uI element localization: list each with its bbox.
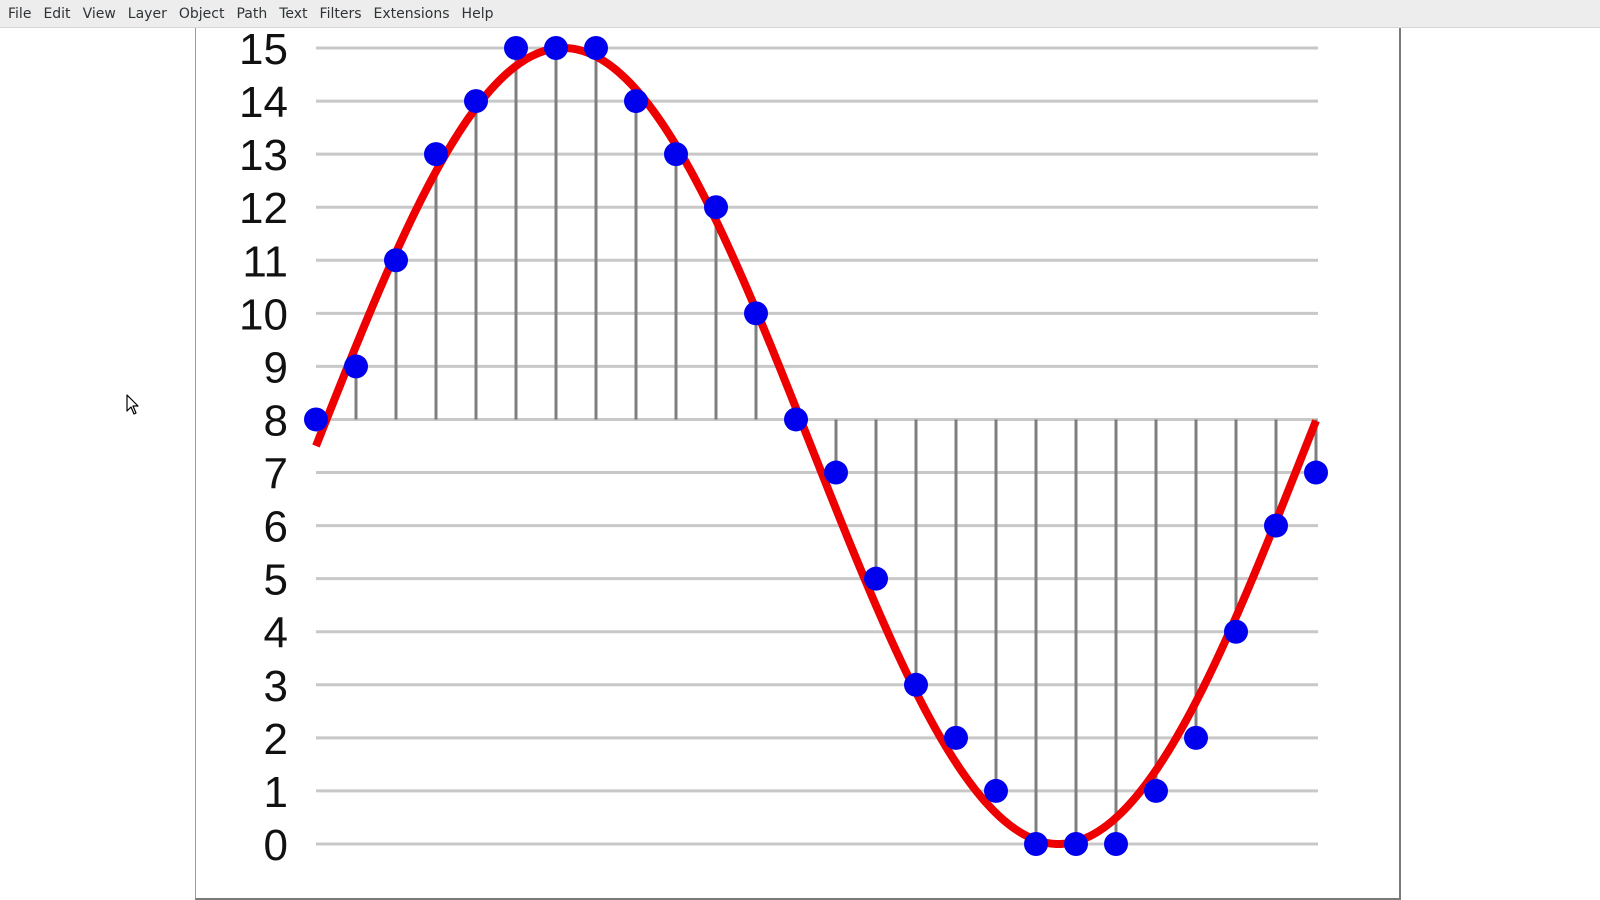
menu-edit[interactable]: Edit	[43, 5, 71, 22]
menu-extensions[interactable]: Extensions	[373, 5, 450, 22]
menu-object[interactable]: Object	[178, 5, 225, 22]
menu-path[interactable]: Path	[236, 5, 268, 22]
menubar: File Edit View Layer Object Path Text Fi…	[0, 0, 1600, 28]
menu-text[interactable]: Text	[279, 5, 308, 22]
menu-view[interactable]: View	[82, 5, 116, 22]
menu-file[interactable]: File	[8, 5, 32, 22]
mouse-pointer-icon	[126, 394, 139, 415]
menu-filters[interactable]: Filters	[319, 5, 362, 22]
menu-layer[interactable]: Layer	[127, 5, 167, 22]
canvas-page[interactable]	[195, 28, 1401, 900]
menu-help[interactable]: Help	[461, 5, 494, 22]
